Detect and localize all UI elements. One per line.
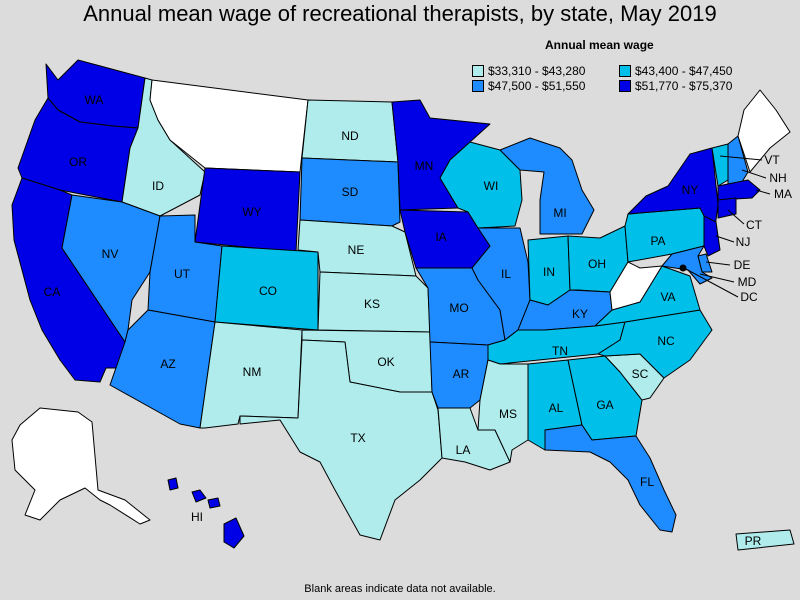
state-label-ne: NE: [348, 243, 365, 257]
state-tx[interactable]: [239, 339, 443, 541]
state-label-mn: MN: [415, 159, 434, 173]
state-label-oh: OH: [588, 257, 606, 271]
legend-item: $51,770 - $75,370: [619, 79, 732, 93]
state-nj[interactable]: [703, 215, 721, 257]
footnote: Blank areas indicate data not available.: [304, 583, 496, 595]
legend-swatch: [472, 80, 484, 92]
state-label-ar: AR: [453, 367, 470, 381]
state-label-ks: KS: [364, 297, 380, 311]
legend-item: $43,400 - $47,450: [619, 64, 732, 78]
state-label-mi: MI: [553, 206, 566, 220]
state-md[interactable]: [661, 245, 713, 285]
dc-marker[interactable]: [679, 264, 687, 272]
state-label-co: CO: [259, 284, 277, 298]
state-fl[interactable]: [544, 424, 677, 533]
state-label-nc: NC: [657, 334, 675, 348]
state-label-nh: NH: [769, 171, 786, 185]
state-label-or: OR: [69, 155, 87, 169]
state-label-va: VA: [660, 290, 675, 304]
state-label-ca: CA: [44, 285, 61, 299]
state-label-la: LA: [456, 443, 471, 457]
state-label-wy: WY: [242, 205, 261, 219]
state-label-mo: MO: [449, 301, 468, 315]
state-sd[interactable]: [299, 157, 401, 227]
state-mi[interactable]: [499, 137, 595, 235]
state-ak[interactable]: [11, 407, 151, 525]
state-label-md: MD: [738, 275, 757, 289]
state-label-wi: WI: [484, 179, 499, 193]
legend-title: Annual mean wage: [545, 38, 654, 52]
state-label-sc: SC: [632, 367, 649, 381]
state-label-ut: UT: [174, 267, 191, 281]
legend-swatch: [619, 80, 631, 92]
state-nv[interactable]: [61, 194, 161, 343]
state-label-ia: IA: [435, 230, 446, 244]
state-label-ky: KY: [572, 307, 588, 321]
map-title: Annual mean wage of recreational therapi…: [83, 1, 717, 26]
legend-label: $33,310 - $43,280: [488, 64, 586, 78]
state-label-nd: ND: [341, 129, 359, 143]
state-wi[interactable]: [439, 141, 523, 229]
state-label-fl: FL: [640, 475, 654, 489]
leader-lines: [683, 155, 771, 298]
legend-swatch: [619, 65, 631, 77]
state-pr[interactable]: [735, 529, 795, 551]
state-hi[interactable]: [167, 477, 245, 549]
state-ms[interactable]: [477, 359, 529, 463]
state-nc[interactable]: [597, 309, 713, 379]
state-label-pa: PA: [650, 234, 665, 248]
state-label-ct: CT: [746, 218, 763, 232]
state-label-ms: MS: [499, 407, 517, 421]
state-label-in: IN: [543, 265, 555, 279]
state-label-nm: NM: [243, 365, 262, 379]
state-label-pr: PR: [745, 534, 762, 548]
state-ma[interactable]: [717, 179, 761, 201]
legend-label: $47,500 - $51,550: [488, 79, 586, 93]
state-label-tx: TX: [350, 431, 365, 445]
state-label-id: ID: [152, 179, 164, 193]
state-label-nv: NV: [102, 247, 119, 261]
state-label-tn: TN: [552, 344, 568, 358]
state-label-vt: VT: [764, 153, 780, 167]
legend-item: $33,310 - $43,280: [472, 64, 585, 78]
state-label-ok: OK: [377, 355, 394, 369]
state-label-sd: SD: [342, 185, 359, 199]
state-nh[interactable]: [727, 135, 749, 185]
state-label-az: AZ: [160, 357, 175, 371]
state-labels: WA OR CA ID NV WY UT AZ CO NM ND SD NE K…: [44, 93, 792, 548]
state-label-ga: GA: [596, 398, 613, 412]
state-label-hi: HI: [191, 510, 203, 524]
state-label-dc: DC: [740, 290, 758, 304]
state-label-wa: WA: [85, 93, 104, 107]
state-label-ma: MA: [774, 187, 792, 201]
state-label-nj: NJ: [736, 235, 751, 249]
state-label-il: IL: [501, 267, 511, 281]
state-label-ny: NY: [682, 183, 699, 197]
legend-label: $51,770 - $75,370: [635, 79, 733, 93]
legend-label: $43,400 - $47,450: [635, 64, 733, 78]
state-label-al: AL: [549, 401, 564, 415]
state-ny[interactable]: [627, 147, 719, 229]
state-me[interactable]: [737, 89, 791, 173]
state-label-de: DE: [734, 258, 751, 272]
legend-item: $47,500 - $51,550: [472, 79, 585, 93]
legend-swatch: [472, 65, 484, 77]
